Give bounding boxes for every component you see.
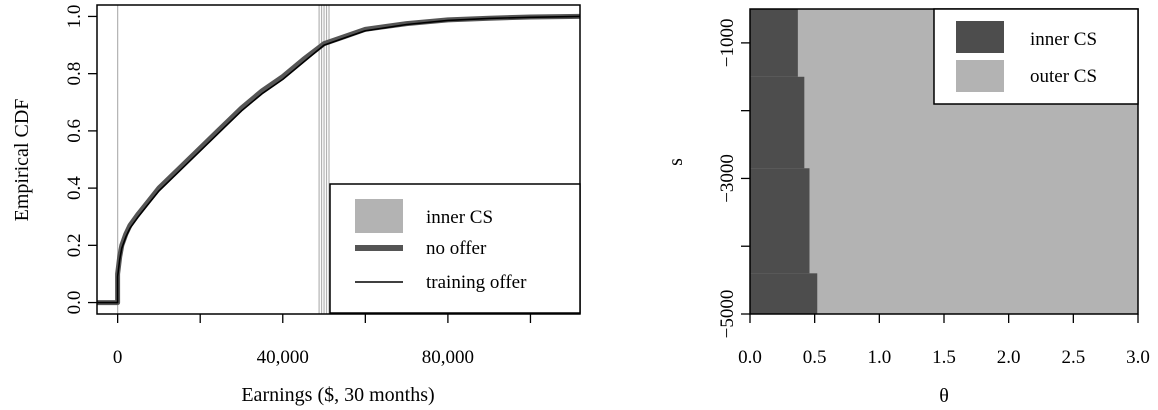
legend-inner-cs-label: inner CS <box>426 207 493 228</box>
inner-cs-lines <box>117 5 330 314</box>
inner-cs-block <box>750 273 818 314</box>
region-panel: 0.0 0.5 1.0 1.5 2.0 2.5 3.0 −1000−3000−5000 θ … <box>665 8 1150 407</box>
inner-cs-block <box>750 76 805 169</box>
legend-outer-cs-label: outer CS <box>1030 66 1097 87</box>
x-tick-label: 1.5 <box>932 347 956 368</box>
legend-training-offer-label: training offer <box>426 272 527 293</box>
y-axis-title: s <box>665 158 687 166</box>
legend-inner-cs-swatch <box>355 199 403 233</box>
x-tick-label: 3.0 <box>1126 347 1150 368</box>
training-offer-series-line <box>97 15 581 304</box>
x-tick-label: 0.0 <box>738 347 762 368</box>
inner-cs-block <box>750 9 798 77</box>
inner-cs-region <box>750 9 818 314</box>
y-axis: −1000 −3000 −5000 <box>717 19 750 339</box>
inner-cs-block <box>750 168 810 274</box>
x-tick-label: 80,000 <box>422 347 474 368</box>
x-tick-label: 2.5 <box>1061 347 1085 368</box>
x-tick-label: 1.0 <box>867 347 891 368</box>
legend: inner CS no offer training offer <box>329 183 581 314</box>
legend-no-offer-label: no offer <box>426 238 487 259</box>
x-tick-label: 40,000 <box>257 347 309 368</box>
legend-inner-cs-label: inner CS <box>1030 29 1097 50</box>
y-tick-label: −3000 <box>717 154 738 203</box>
legend-inner-cs-swatch <box>956 21 1004 53</box>
y-tick-label: 0.6 <box>64 119 85 143</box>
x-tick-label: 2.0 <box>997 347 1021 368</box>
y-axis: 0.0 0.2 0.4 0.6 0.8 1.0 <box>64 5 97 315</box>
y-tick-label: −5000 <box>717 290 738 339</box>
plot-frame <box>96 4 581 315</box>
x-axis-title: Earnings ($, 30 months) <box>241 384 434 406</box>
x-axis: 0 40,000 80,000 <box>113 314 532 368</box>
y-axis-title: Empirical CDF <box>11 99 33 222</box>
x-axis-title: θ <box>939 385 949 407</box>
cdf-panel: 0 40,000 80,000 0.0 0.2 0.4 0.6 0.8 1.0 Earning… <box>11 4 581 406</box>
x-axis: 0.0 0.5 1.0 1.5 2.0 2.5 3.0 <box>738 314 1150 368</box>
x-tick-label: 0 <box>113 347 123 368</box>
legend-outer-cs-swatch <box>956 60 1004 92</box>
cdf-series <box>97 13 581 306</box>
x-tick-label: 0.5 <box>803 347 827 368</box>
legend: inner CS outer CS <box>933 8 1139 105</box>
y-tick-label: 0.0 <box>64 291 85 315</box>
y-tick-label: 1.0 <box>64 5 85 29</box>
y-tick-label: 0.4 <box>64 176 85 200</box>
no-offer-series-line <box>97 13 581 306</box>
y-tick-label: 0.8 <box>64 62 85 86</box>
y-tick-label: −1000 <box>717 19 738 68</box>
y-tick-label: 0.2 <box>64 233 85 257</box>
